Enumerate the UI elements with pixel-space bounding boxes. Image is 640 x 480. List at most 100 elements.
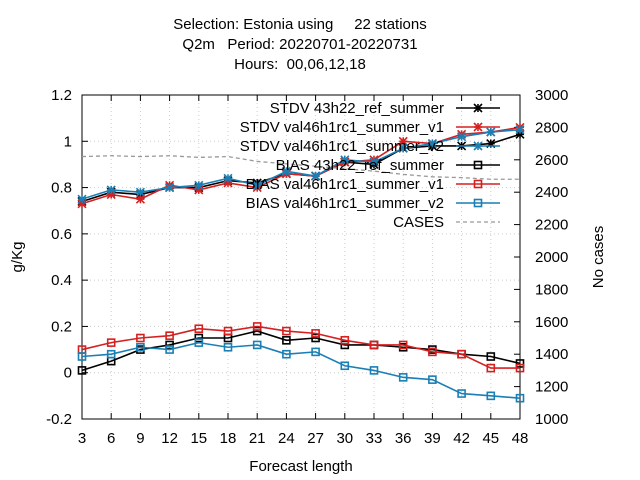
legend-label: BIAS val46h1rc1_summer_v2: [246, 195, 444, 212]
x-tick-label: 12: [161, 430, 178, 447]
y2-tick-label: 2600: [535, 152, 568, 169]
square-marker: [369, 366, 379, 375]
title-line-3: Hours: 00,06,12,18: [234, 56, 366, 73]
x-tick-label: 9: [136, 430, 144, 447]
square-marker: [282, 326, 291, 336]
title-line-2: Q2m Period: 20220701-20220731: [182, 36, 418, 53]
star-marker: [135, 194, 145, 204]
series-2: [77, 125, 525, 204]
star-marker: [106, 185, 116, 195]
series-line: [81, 330, 521, 372]
square-marker: [252, 322, 262, 331]
legend-entry: CASES: [393, 214, 500, 231]
star-marker: [486, 127, 496, 137]
x-tick-label: 27: [307, 430, 324, 447]
square-marker: [194, 324, 204, 334]
square-marker: [165, 331, 174, 340]
series-5: [77, 338, 525, 403]
y-tick-label: 0.8: [51, 180, 72, 197]
legend-label: STDV 43h22_ref_summer: [270, 100, 444, 117]
star-marker: [340, 155, 350, 165]
y-tick-label: 1.2: [51, 87, 72, 104]
square-marker: [473, 160, 483, 170]
x-tick-label: 6: [107, 430, 115, 447]
legend-entry: STDV val46h1rc1_summer_v2: [240, 138, 500, 155]
square-marker: [165, 340, 174, 350]
x-tick-label: 15: [190, 430, 207, 447]
square-marker: [77, 366, 87, 375]
star-marker: [457, 132, 467, 142]
series-3: [77, 326, 525, 375]
star-marker: [135, 187, 145, 197]
square-marker: [398, 373, 408, 382]
legend-label: STDV val46h1rc1_summer_v1: [240, 119, 444, 136]
star-marker: [281, 166, 291, 176]
x-tick-label: 21: [249, 430, 266, 447]
y2-axis-label: No cases: [590, 226, 607, 289]
axes: 3 6 9 12 15 18 21 24 27 30 33 36 39 42 45 48-0.200.20.4…: [46, 87, 568, 447]
series-line: [81, 341, 521, 399]
star-marker: [473, 141, 483, 151]
x-tick-label: 24: [278, 430, 295, 447]
star-marker: [311, 171, 321, 181]
square-marker: [486, 363, 496, 373]
star-marker: [194, 180, 204, 190]
title-line-1: Selection: Estonia using 22 stations: [173, 16, 427, 33]
x-tick-label: 18: [220, 430, 237, 447]
x-tick-label: 3: [78, 430, 86, 447]
star-marker: [473, 103, 483, 113]
square-marker: [369, 340, 379, 350]
series-line: [81, 325, 520, 369]
square-marker: [340, 361, 350, 371]
star-marker: [252, 180, 262, 190]
x-tick-label: 39: [424, 430, 441, 447]
x-tick-label: 42: [453, 430, 470, 447]
square-marker: [311, 347, 320, 357]
y-tick-label: 0.4: [51, 272, 72, 289]
legend-entry: BIAS 43h22_ref_summer: [276, 157, 500, 174]
y2-tick-label: 2200: [535, 217, 568, 234]
y-tick-label: 0.2: [51, 318, 72, 335]
y2-tick-label: 1000: [535, 411, 568, 428]
y-axis-label: g/Kg: [9, 242, 26, 273]
series-line: [81, 126, 521, 205]
y2-tick-label: 1200: [535, 379, 568, 396]
y2-tick-label: 2800: [535, 119, 568, 136]
star-marker: [165, 183, 175, 193]
square-marker: [486, 352, 496, 361]
square-marker: [457, 349, 466, 359]
square-marker: [473, 179, 483, 189]
star-marker: [223, 173, 233, 183]
y2-tick-label: 1400: [535, 346, 568, 363]
square-marker: [136, 342, 145, 352]
x-tick-label: 48: [512, 430, 529, 447]
legend-entry: BIAS val46h1rc1_summer_v2: [246, 195, 500, 212]
star-marker: [398, 143, 408, 153]
x-axis-label: Forecast length: [249, 458, 352, 475]
square-marker: [311, 333, 320, 343]
x-tick-label: 30: [336, 430, 353, 447]
square-marker: [136, 333, 145, 343]
square-marker: [473, 198, 483, 208]
square-marker: [106, 349, 116, 359]
grid: [82, 95, 520, 419]
legend-label: STDV val46h1rc1_summer_v2: [240, 138, 444, 155]
square-marker: [282, 336, 291, 345]
square-marker: [340, 336, 350, 345]
square-marker: [340, 340, 350, 350]
square-marker: [77, 352, 87, 361]
series-line: [81, 128, 521, 200]
star-marker: [473, 122, 483, 132]
star-marker: [398, 136, 408, 146]
x-tick-label: 36: [395, 430, 412, 447]
square-marker: [165, 345, 174, 354]
y2-tick-label: 1600: [535, 314, 568, 331]
y-tick-label: 0: [64, 365, 72, 382]
square-marker: [486, 391, 496, 401]
star-marker: [369, 157, 379, 167]
square-marker: [428, 347, 437, 357]
square-marker: [515, 393, 525, 403]
series-6: [81, 155, 520, 180]
square-marker: [428, 375, 437, 384]
